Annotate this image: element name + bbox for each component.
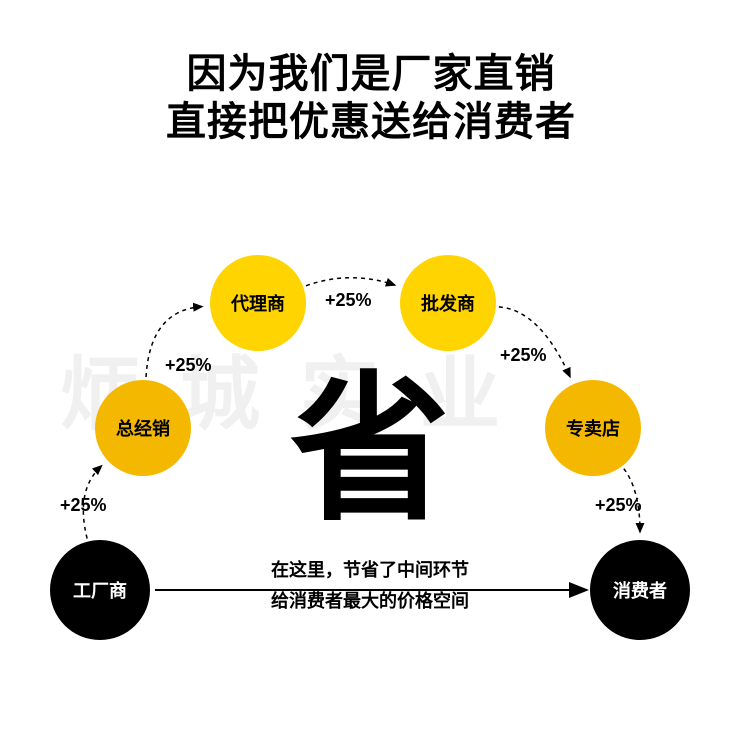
edge-label-4: +25% bbox=[595, 495, 642, 516]
edge-labels-layer: +25% +25% +25% +25% +25% bbox=[0, 0, 742, 741]
edge-label-3: +25% bbox=[500, 345, 547, 366]
edge-label-0: +25% bbox=[60, 495, 107, 516]
edge-label-2: +25% bbox=[325, 290, 372, 311]
edge-label-1: +25% bbox=[165, 355, 212, 376]
